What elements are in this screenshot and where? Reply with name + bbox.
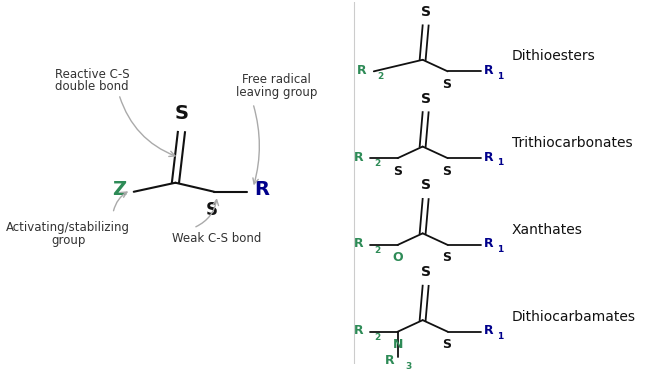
Text: R: R (385, 354, 395, 367)
Text: R: R (483, 151, 493, 164)
Text: Weak C-S bond: Weak C-S bond (172, 232, 262, 245)
Text: N: N (392, 338, 403, 351)
Text: Trithiocarbonates: Trithiocarbonates (512, 136, 633, 150)
Text: Dithiocarbamates: Dithiocarbamates (512, 310, 636, 324)
Text: leaving group: leaving group (236, 86, 318, 99)
Text: group: group (51, 234, 85, 247)
Text: S: S (174, 104, 189, 123)
Text: R: R (354, 237, 364, 250)
Text: R: R (483, 237, 493, 250)
Text: S: S (421, 5, 430, 19)
Text: Activating/stabilizing: Activating/stabilizing (7, 221, 130, 234)
Text: S: S (442, 338, 451, 351)
Text: Dithioesters: Dithioesters (512, 49, 596, 63)
Text: S: S (206, 201, 217, 219)
Text: 2: 2 (374, 333, 380, 341)
Text: Reactive C-S: Reactive C-S (55, 68, 130, 81)
Text: 2: 2 (374, 159, 380, 168)
Text: 2: 2 (377, 72, 384, 81)
Text: 1: 1 (497, 332, 504, 341)
Text: S: S (393, 165, 402, 178)
Text: R: R (354, 151, 364, 164)
Text: R: R (483, 64, 493, 77)
Text: Free radical: Free radical (242, 73, 311, 86)
Text: S: S (421, 92, 430, 106)
Text: 1: 1 (497, 158, 504, 167)
Text: 2: 2 (374, 246, 380, 255)
Text: R: R (356, 64, 366, 77)
Text: R: R (483, 324, 493, 337)
Text: double bond: double bond (55, 80, 129, 93)
Text: Xanthates: Xanthates (512, 223, 583, 237)
Text: 1: 1 (497, 71, 504, 81)
Text: S: S (442, 165, 451, 178)
Text: R: R (254, 180, 269, 199)
Text: S: S (442, 251, 451, 264)
Text: S: S (442, 78, 451, 91)
Text: S: S (421, 265, 430, 279)
Text: O: O (392, 251, 403, 264)
Text: 3: 3 (405, 362, 411, 371)
Text: S: S (421, 179, 430, 192)
Text: Z: Z (112, 180, 126, 199)
Text: R: R (354, 324, 364, 337)
Text: 1: 1 (497, 245, 504, 254)
